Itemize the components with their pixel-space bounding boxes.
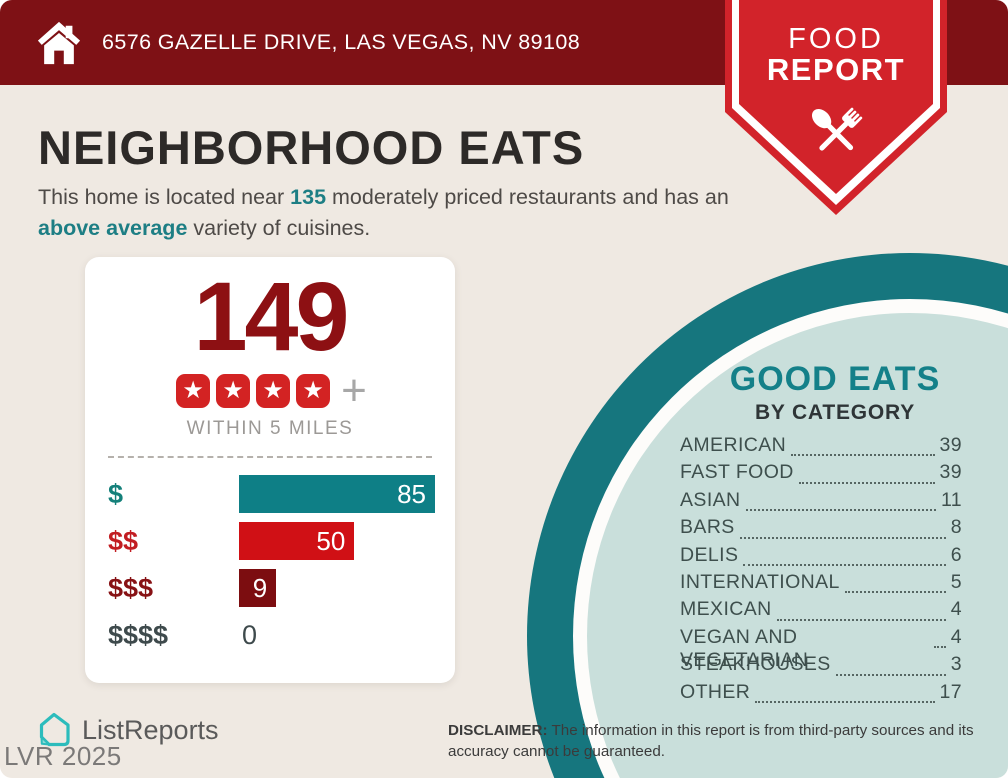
category-list: AMERICAN 39 FAST FOOD 39 ASIAN 11 BARS 8 DEL… [680, 434, 962, 708]
badge-ribbon-shape [725, 0, 947, 215]
dashed-divider [108, 456, 432, 459]
listreports-logo: ListReports [34, 710, 219, 750]
dot-leader [835, 673, 946, 676]
star-icon: ★ [296, 374, 331, 409]
star-icon: ★ [176, 374, 211, 409]
price-bar: 50 [239, 522, 355, 561]
price-bar: 85 [239, 475, 435, 514]
price-bar-zone: 50 [239, 522, 435, 561]
category-value: 4 [950, 598, 962, 621]
listreports-wordmark: ListReports [82, 714, 219, 745]
category-name: VEGAN AND VEGETARIAN [680, 625, 809, 671]
category-name: FAST FOOD [680, 461, 794, 484]
listreports-house-icon [39, 712, 70, 747]
price-bar-value: 85 [397, 478, 426, 509]
category-name: AMERICAN [680, 434, 787, 456]
category-row: MEXICAN 4 [680, 598, 962, 625]
category-name: BARS [680, 516, 735, 539]
category-value: 17 [939, 680, 962, 703]
dot-leader [844, 591, 946, 594]
category-row: DELIS 6 [680, 544, 962, 571]
price-tier-label: $$$ [108, 572, 154, 603]
food-report-badge: FOOD REPORT [725, 0, 947, 216]
price-bar-zone: 0 [239, 616, 435, 654]
badge-title: FOOD REPORT [725, 24, 947, 86]
disclaimer-label: DISCLAIMER: [448, 722, 548, 739]
star-rating-icons: ★ ★ ★ ★ [173, 374, 333, 409]
page-title: NEIGHBORHOOD EATS [38, 121, 585, 174]
price-tier-label: $ [108, 478, 124, 509]
price-row: $$$ 9 [108, 569, 435, 608]
category-value: 39 [939, 461, 962, 484]
dot-leader [745, 509, 936, 512]
star-icon: ★ [256, 374, 291, 409]
price-tier-label: $$$$ [108, 619, 169, 650]
dot-leader [933, 646, 946, 649]
category-row: INTERNATIONAL 5 [680, 571, 962, 598]
category-name: INTERNATIONAL [680, 570, 840, 593]
category-name: ASIAN [680, 488, 741, 511]
category-row: FAST FOOD 39 [680, 461, 962, 488]
badge-line2: REPORT [766, 52, 906, 88]
price-tier-label: $$ [108, 525, 139, 556]
rating-row: ★ ★ ★ ★ + [85, 366, 455, 416]
category-value: 4 [950, 625, 962, 648]
category-row: OTHER 17 [680, 681, 962, 708]
dot-leader [755, 700, 935, 703]
category-row: VEGAN AND VEGETARIAN 4 [680, 625, 962, 671]
category-value: 6 [950, 543, 962, 566]
good-eats-subtitle: BY CATEGORY [754, 401, 916, 424]
plus-icon: + [341, 366, 367, 416]
dot-leader [798, 481, 935, 484]
badge-line1: FOOD [788, 23, 884, 55]
star-icon: ★ [216, 374, 251, 409]
property-address: 6576 GAZELLE DRIVE, LAS VEGAS, NV 89108 [102, 30, 581, 54]
disclaimer-text: DISCLAIMER: The information in this repo… [448, 721, 988, 762]
total-restaurants: 149 [193, 262, 350, 371]
price-bar: 9 [239, 569, 277, 608]
category-row: ASIAN 11 [680, 489, 962, 516]
dot-leader [791, 454, 935, 457]
category-value: 5 [950, 570, 962, 593]
price-bar-zone: 85 [239, 475, 435, 514]
intro-seg1: This home is located near [38, 185, 291, 209]
category-value: 11 [940, 488, 962, 511]
price-row: $$ 50 [108, 522, 435, 561]
category-value: 3 [950, 653, 962, 676]
watermark: LVR 2025 [4, 741, 122, 771]
intro-seg3: variety of cuisines. [187, 215, 371, 240]
price-bar-value: 9 [252, 572, 268, 603]
category-value: 39 [939, 434, 962, 456]
category-name: DELIS [680, 543, 739, 566]
price-row: $ 85 [108, 475, 435, 514]
radius-label: WITHIN 5 MILES [186, 418, 354, 440]
good-eats-heading: GOOD EATS BY CATEGORY [690, 360, 980, 425]
dot-leader [776, 618, 946, 621]
price-row: $$$$ 0 [108, 616, 435, 654]
dot-leader [739, 536, 946, 539]
category-name: MEXICAN [680, 598, 772, 621]
category-name: OTHER [680, 680, 751, 703]
variety-highlight: above average [38, 215, 188, 240]
category-row: BARS 8 [680, 516, 962, 543]
category-name: STEAKHOUSES [680, 653, 831, 676]
price-bar-chart: $ 85 $$ 50 $$$ 9 [85, 475, 455, 654]
price-bar-zero-value: 0 [242, 619, 258, 650]
home-icon [37, 21, 81, 64]
intro-text: This home is located near 135 moderately… [38, 182, 730, 243]
good-eats-title: GOOD EATS [729, 360, 941, 398]
stats-card: 149 ★ ★ ★ ★ + WITHIN 5 MILES $ 85 $$ 50 [85, 257, 455, 683]
restaurant-count: 135 [290, 185, 327, 209]
dot-leader [743, 563, 946, 566]
intro-seg2: moderately priced restaurants and has an [326, 185, 729, 209]
price-bar-value: 50 [316, 525, 346, 556]
category-row: AMERICAN 39 [680, 434, 962, 461]
price-bar-zone: 9 [239, 569, 435, 608]
category-value: 8 [950, 516, 962, 539]
disclaimer-body: The information in this report is from t… [448, 722, 974, 760]
spoon-fork-icon [811, 107, 863, 151]
category-row: STEAKHOUSES 3 [680, 653, 962, 680]
